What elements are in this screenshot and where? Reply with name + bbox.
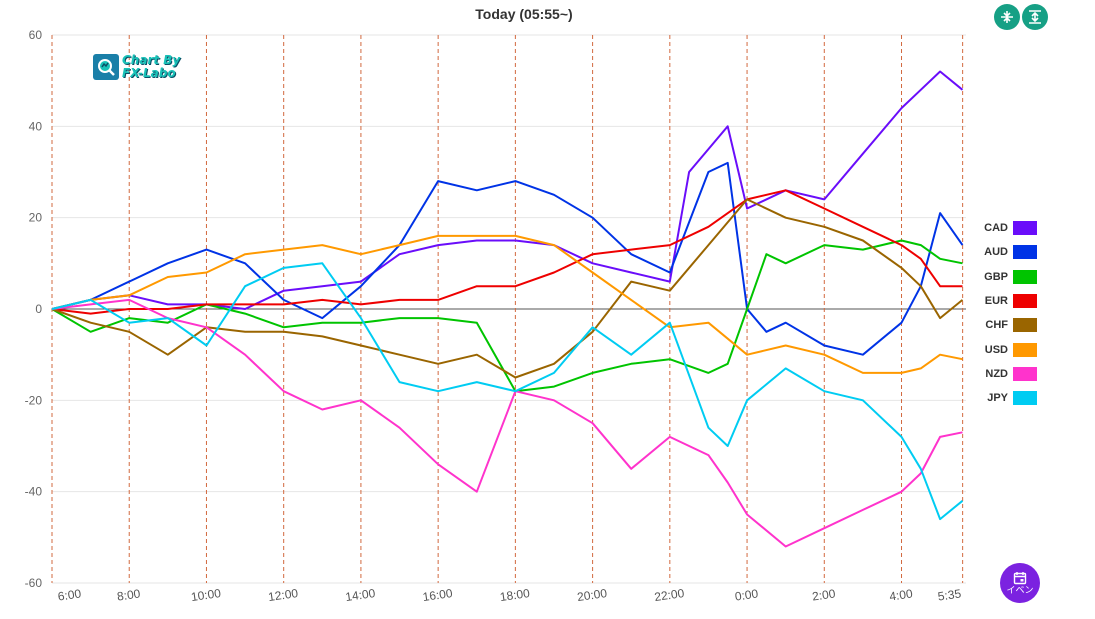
y-axis: 60 40 20 0 -20 -40 -60 [25, 28, 43, 590]
x-tick-label: 18:00 [499, 586, 531, 604]
x-tick-label: 22:00 [653, 586, 685, 604]
y-tick-label: -20 [25, 393, 43, 407]
series-line-nzd [51, 298, 963, 548]
watermark-logo: Chart By FX-Labo [93, 54, 180, 80]
series-line-jpy [51, 262, 964, 521]
y-tick-label: -40 [25, 485, 43, 499]
series-line-cad [51, 70, 964, 310]
legend-swatch [1013, 366, 1037, 381]
expand-button[interactable] [1022, 4, 1048, 30]
legend-label: USD [984, 343, 1008, 356]
x-tick-label: 5:35 [937, 586, 962, 603]
legend-label: NZD [985, 367, 1008, 380]
x-tick-label: 20:00 [576, 586, 608, 604]
legend-item-nzd[interactable]: NZD [978, 362, 1037, 386]
event-button[interactable]: イベン [1000, 563, 1040, 603]
legend-label: CHF [985, 319, 1008, 332]
y-tick-label: 20 [29, 211, 43, 225]
legend-swatch [1013, 318, 1037, 333]
series-line-eur [51, 189, 963, 315]
legend-label: CAD [984, 222, 1008, 235]
legend-swatch [1013, 391, 1037, 406]
x-tick-label: 12:00 [267, 586, 299, 604]
x-tick-label: 4:00 [888, 586, 913, 603]
legend-label: JPY [987, 392, 1008, 405]
expand-vertical-icon [1029, 10, 1041, 24]
legend-swatch [1013, 221, 1037, 236]
legend: CAD AUD GBP EUR CHF USD NZD JPY [978, 216, 1037, 410]
grid-layer [52, 34, 966, 584]
collapse-vertical-icon [1001, 11, 1013, 23]
legend-item-cad[interactable]: CAD [978, 216, 1037, 240]
series-line-aud [51, 161, 964, 356]
x-tick-label: 0:00 [734, 586, 759, 603]
legend-swatch [1013, 294, 1037, 309]
legend-item-chf[interactable]: CHF [978, 313, 1037, 337]
x-tick-label: 6:00 [57, 586, 82, 603]
legend-item-gbp[interactable]: GBP [978, 265, 1037, 289]
y-tick-label: 40 [29, 119, 43, 133]
collapse-button[interactable] [994, 4, 1020, 30]
legend-label: EUR [984, 295, 1008, 308]
chart-logo-icon [93, 54, 119, 80]
y-tick-label: 0 [35, 302, 42, 316]
x-tick-label: 10:00 [190, 586, 222, 604]
legend-item-eur[interactable]: EUR [978, 289, 1037, 313]
legend-item-usd[interactable]: USD [978, 337, 1037, 361]
calendar-icon [1013, 572, 1027, 585]
legend-item-jpy[interactable]: JPY [978, 386, 1037, 410]
y-tick-label: -60 [25, 576, 43, 590]
series-line-gbp [51, 239, 963, 393]
x-tick-label: 14:00 [345, 586, 377, 604]
legend-label: GBP [984, 270, 1008, 283]
series-layer [51, 70, 964, 548]
x-tick-label: 8:00 [116, 586, 141, 603]
series-line-usd [51, 234, 963, 374]
x-tick-label: 2:00 [811, 586, 836, 603]
legend-swatch [1013, 245, 1037, 260]
legend-item-aud[interactable]: AUD [978, 240, 1037, 264]
legend-label: AUD [984, 246, 1008, 259]
logo-line-1: Chart By [122, 53, 181, 67]
x-tick-label: 16:00 [422, 586, 454, 604]
legend-swatch [1013, 269, 1037, 284]
y-tick-label: 60 [29, 28, 43, 42]
legend-swatch [1013, 342, 1037, 357]
chart-title: Today (05:55~) [475, 6, 573, 22]
event-label: イベン [1006, 585, 1034, 595]
series-line-chf [51, 198, 964, 379]
logo-line-2: FX-Labo [122, 66, 176, 80]
x-axis: 6:00 8:00 10:00 12:00 14:00 16:00 18:00 20:00 22… [57, 586, 962, 604]
